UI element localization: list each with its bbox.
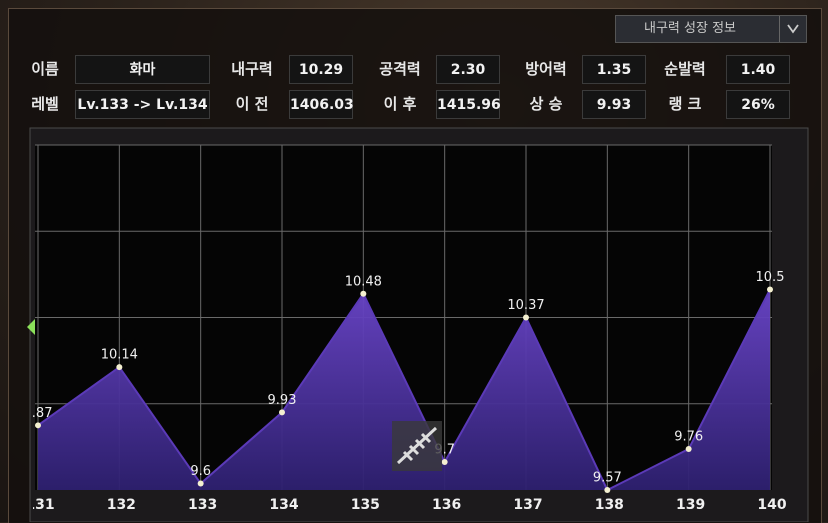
x-tick-label: 137 <box>513 497 542 513</box>
point <box>604 487 611 493</box>
data-label: 10.14 <box>101 348 138 363</box>
stat-value: Lv.133 -> Lv.134 <box>75 90 210 119</box>
dropdown-label: 내구력 성장 정보 <box>644 21 736 36</box>
stat-value: 1.40 <box>726 55 790 84</box>
x-tick-label: 134 <box>269 497 298 513</box>
stat-value: 2.30 <box>436 55 500 84</box>
stat-value: 26% <box>726 90 790 119</box>
item-icon <box>392 421 442 471</box>
x-tick-label: 138 <box>595 497 624 513</box>
stat-label: 순발력 <box>664 60 706 78</box>
x-tick-label: 139 <box>676 497 705 513</box>
data-label: 9.76 <box>674 430 703 445</box>
stat-label: 이름 <box>31 60 59 78</box>
x-tick-label: 133 <box>188 497 217 513</box>
data-label: 9.93 <box>268 393 297 408</box>
point <box>767 286 773 293</box>
x-tick-label: 140 <box>757 497 786 513</box>
data-label: 9.6 <box>190 464 211 479</box>
line <box>37 289 771 492</box>
stat-value: 1415.96 <box>436 90 501 119</box>
point <box>441 458 448 465</box>
stat-value: 화마 <box>75 55 210 84</box>
data-label: 10.48 <box>345 274 382 289</box>
point <box>35 422 41 429</box>
stat-label: 내구력 <box>231 60 273 78</box>
stat-label: 이 전 <box>235 95 269 113</box>
x-tick-label: 131 <box>25 497 54 513</box>
stat-label: 랭 크 <box>668 95 702 113</box>
stat-label: 레벨 <box>31 95 59 113</box>
point <box>116 364 123 371</box>
dropdown-separator <box>779 16 780 42</box>
area <box>38 289 770 490</box>
point <box>523 314 529 321</box>
stat-label: 상 승 <box>529 95 563 113</box>
dropdown-arrow <box>787 24 799 34</box>
stat-label: 방어력 <box>525 60 567 78</box>
stat-value: 1406.03 <box>289 90 354 119</box>
stat-value: 9.93 <box>582 90 646 119</box>
data-label: 10.37 <box>507 298 544 313</box>
point <box>279 409 285 416</box>
stat-label: 공격력 <box>379 60 421 78</box>
data-label: 10.5 <box>756 270 785 285</box>
marker <box>27 319 35 335</box>
dropdown[interactable]: 내구력 성장 정보 <box>615 15 807 43</box>
data-label: 9.87 <box>24 406 53 421</box>
x-tick-label: 132 <box>107 497 136 513</box>
stat-label: 이 후 <box>383 95 417 113</box>
x-tick-label: 135 <box>351 497 380 513</box>
point <box>360 290 367 297</box>
data-label: 9.57 <box>593 471 622 486</box>
point <box>197 480 204 487</box>
stat-value: 10.29 <box>289 55 353 84</box>
point <box>685 446 692 453</box>
stat-value: 1.35 <box>582 55 646 84</box>
x-tick-label: 136 <box>432 497 461 513</box>
